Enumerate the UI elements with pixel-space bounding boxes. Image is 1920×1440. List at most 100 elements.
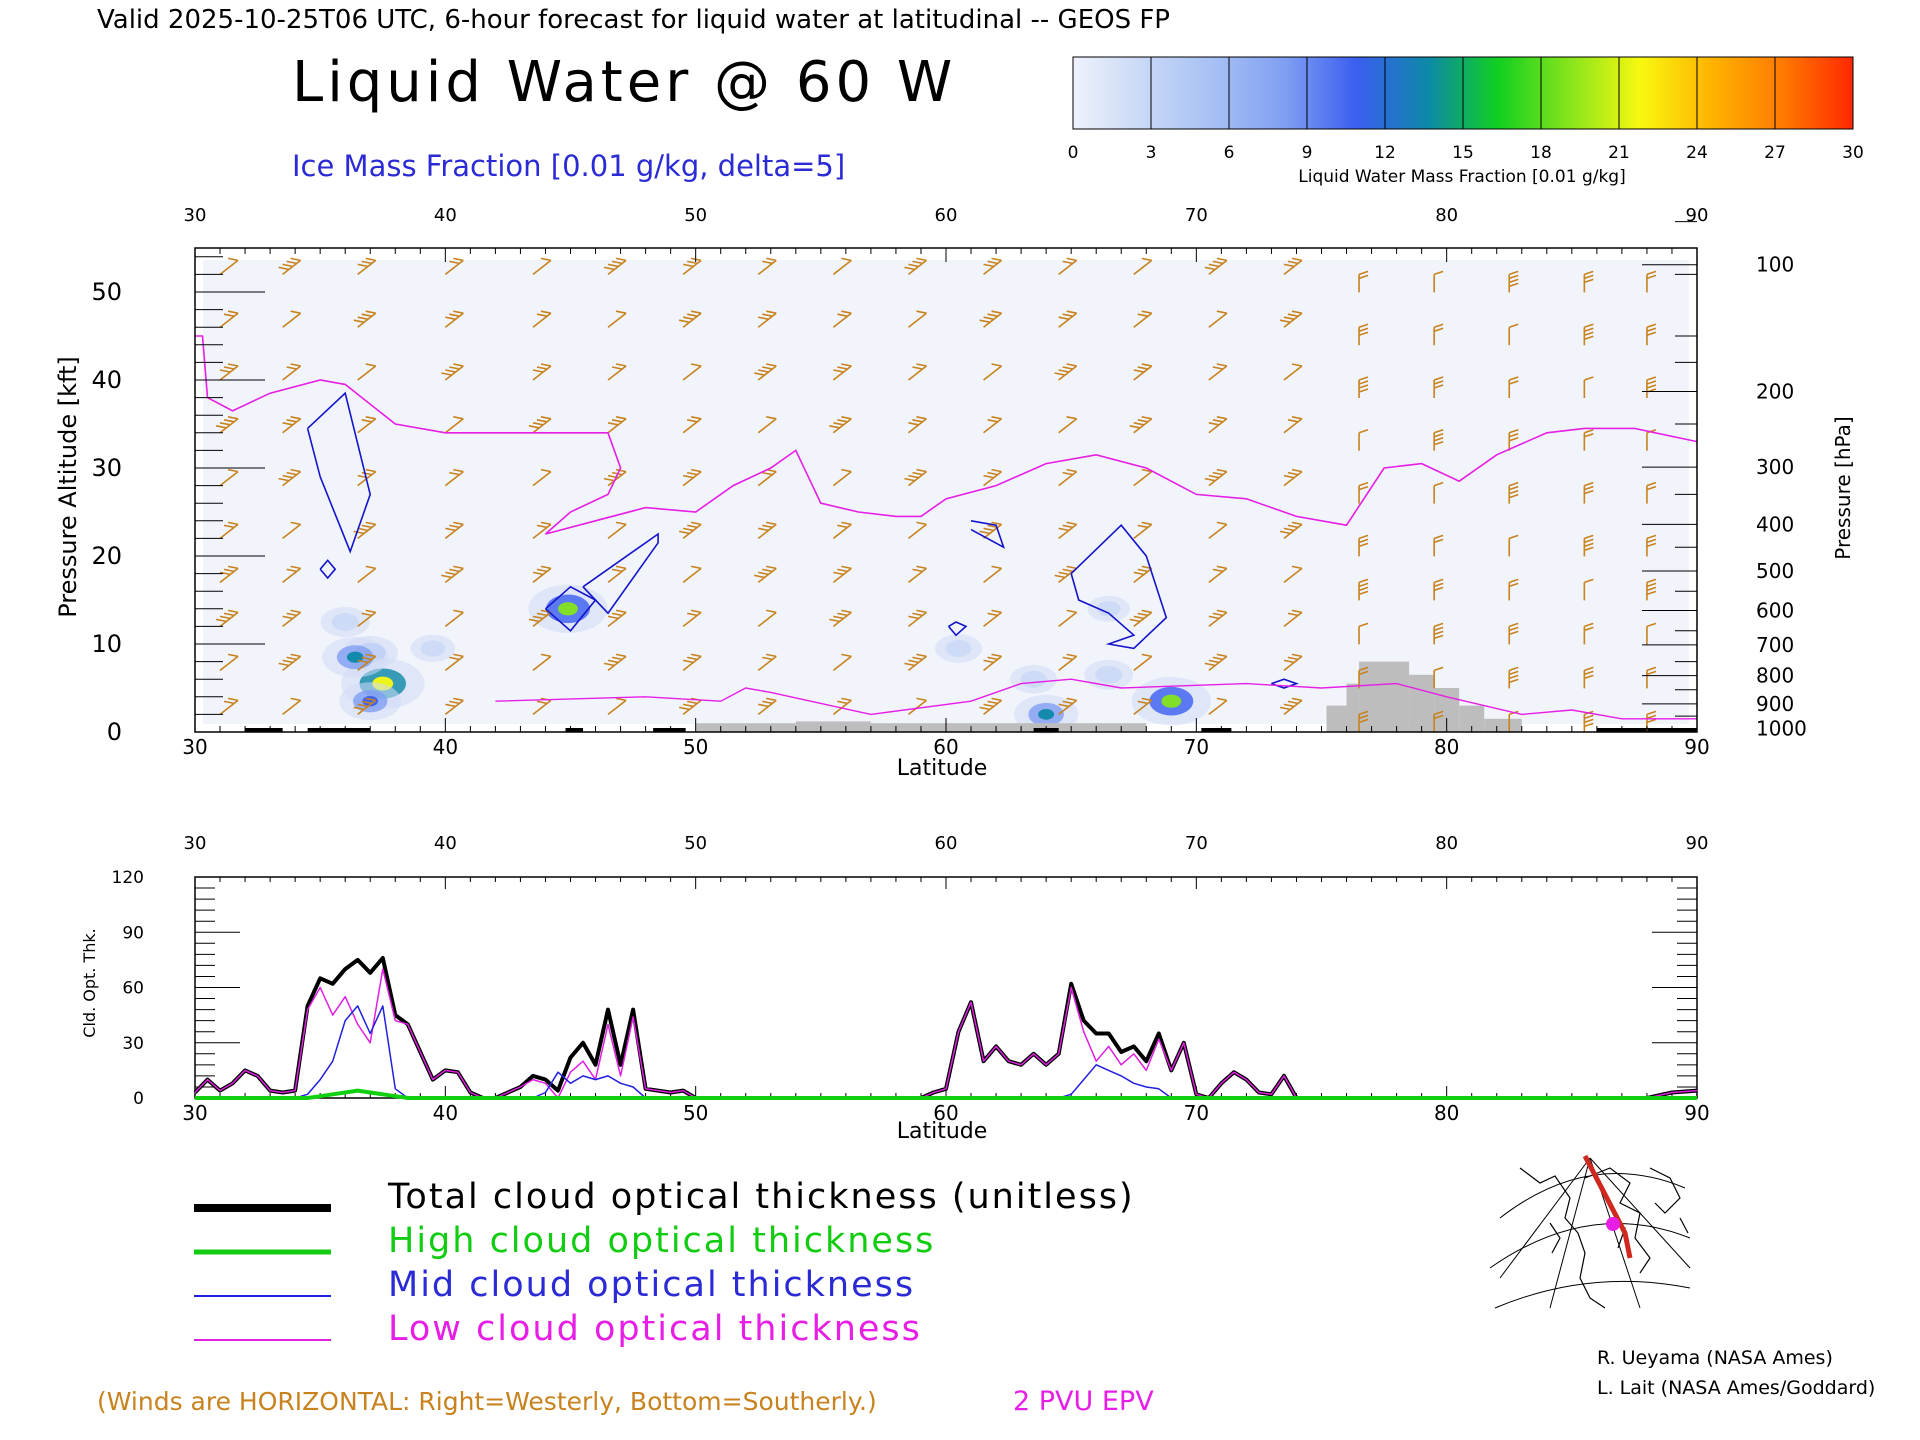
terrain-bar	[1346, 683, 1360, 732]
wind-barb	[682, 609, 702, 628]
wind-barb	[832, 653, 852, 672]
wind-barb	[282, 565, 302, 584]
wind-barb	[983, 653, 1003, 672]
wind-barb	[1208, 609, 1228, 628]
wind-barb	[757, 416, 777, 434]
wind-barb	[1133, 697, 1153, 716]
terrain-bar	[1409, 674, 1435, 732]
wind-barb	[1208, 697, 1228, 716]
x-tick-label-top: 70	[1185, 833, 1208, 854]
wind-barb	[282, 521, 302, 540]
legend-label-low: Low cloud optical thickness	[388, 1309, 922, 1349]
terrain-bar	[870, 723, 1147, 732]
x-tick-label: 30	[182, 735, 207, 759]
x-tick-label-top: 50	[684, 833, 707, 854]
liquid-water-blob	[1020, 670, 1047, 688]
wind-barb	[1646, 323, 1657, 346]
y-tick-label: 90	[122, 923, 144, 943]
main-title: Liquid Water @ 60 W	[292, 50, 956, 115]
y-tick-label: 40	[91, 366, 122, 394]
wind-barb	[1646, 376, 1657, 398]
wind-barb	[832, 697, 852, 716]
wind-barb	[1583, 429, 1594, 451]
wind-barb	[607, 310, 627, 328]
wind-barb	[1583, 270, 1594, 293]
terrain-bar	[795, 721, 871, 732]
wind-barb	[1646, 666, 1657, 689]
wind-barb	[1646, 578, 1657, 601]
wind-barb	[983, 565, 1003, 584]
wind-barb	[1583, 666, 1594, 689]
pressure-tick-label: 600	[1756, 599, 1794, 623]
wind-barb	[754, 565, 777, 584]
liquid-water-blob	[331, 613, 359, 631]
wind-barb	[1508, 481, 1519, 504]
x-tick-label: 70	[1184, 735, 1209, 759]
x-tick-label-top: 90	[1686, 833, 1709, 854]
wind-barb	[832, 565, 852, 584]
ice-contour	[306, 391, 372, 554]
wind-barb	[979, 697, 1003, 716]
liquid-water-blob	[420, 640, 446, 657]
wind-barb	[983, 609, 1003, 628]
colorbar-tick-label: 0	[1068, 143, 1079, 163]
epv-2pvu-line	[195, 335, 1698, 535]
x-tick-label-top: 40	[434, 205, 457, 226]
x-tick-label-top: 90	[1686, 205, 1709, 226]
legend-label-mid: Mid cloud optical thickness	[388, 1265, 915, 1305]
wind-barb	[907, 609, 927, 628]
wind-barb	[1208, 521, 1228, 540]
wind-barb	[1133, 521, 1153, 540]
x-tick-label: 40	[433, 1101, 458, 1125]
wind-barb	[1433, 429, 1444, 451]
wind-barb	[444, 653, 464, 672]
wind-barb	[1433, 270, 1444, 293]
wind-barb	[1358, 323, 1369, 346]
pressure-tick-label: 700	[1756, 633, 1794, 657]
wind-barb	[1283, 565, 1303, 584]
wind-barb	[1433, 666, 1444, 689]
wind-barb	[1583, 481, 1594, 504]
map-graticule	[1489, 1157, 1691, 1309]
wind-barb	[353, 521, 377, 540]
pressure-tick-label: 300	[1756, 455, 1794, 479]
wind-barb	[282, 363, 302, 381]
ice-contour	[1271, 678, 1299, 689]
wind-barb	[1279, 697, 1303, 716]
wind-barb	[282, 310, 302, 328]
wind-barb	[678, 521, 702, 540]
wind-barb	[1358, 534, 1369, 557]
bottom-ylabel: Cld. Opt. Thk.	[80, 928, 99, 1037]
wind-barb	[1058, 521, 1078, 540]
x-tick-label-top: 60	[935, 205, 958, 226]
wind-barb	[532, 521, 552, 540]
wind-barb	[1433, 323, 1444, 346]
x-tick-label-top: 60	[935, 833, 958, 854]
colorbar-tick-label: 12	[1374, 143, 1396, 163]
wind-barb	[353, 310, 377, 328]
wind-barb	[983, 416, 1003, 434]
wind-barb	[1508, 270, 1519, 293]
wind-barb	[607, 363, 627, 381]
wind-barb	[682, 468, 702, 487]
wind-barb	[215, 609, 239, 628]
map-location-marker	[1606, 1217, 1620, 1231]
colorbar-tick-label: 24	[1686, 143, 1708, 163]
wind-barb	[603, 653, 627, 672]
wind-barb	[907, 521, 927, 540]
wind-barb	[1133, 257, 1153, 276]
wind-barb	[983, 363, 1003, 381]
x-tick-label: 90	[1684, 1101, 1709, 1125]
ice-contours	[306, 391, 1299, 689]
colorbar-tick-label: 30	[1842, 143, 1864, 163]
wind-barb	[1358, 578, 1369, 601]
wind-barb	[754, 363, 777, 381]
terrain-layer	[245, 661, 1697, 732]
wind-barb	[907, 416, 927, 434]
wind-barb	[1058, 468, 1078, 487]
legend-label-total: Total cloud optical thickness (unitless)	[387, 1177, 1135, 1217]
wind-barb	[1508, 534, 1519, 557]
wind-barb	[282, 697, 302, 716]
wind-barb	[219, 697, 239, 716]
